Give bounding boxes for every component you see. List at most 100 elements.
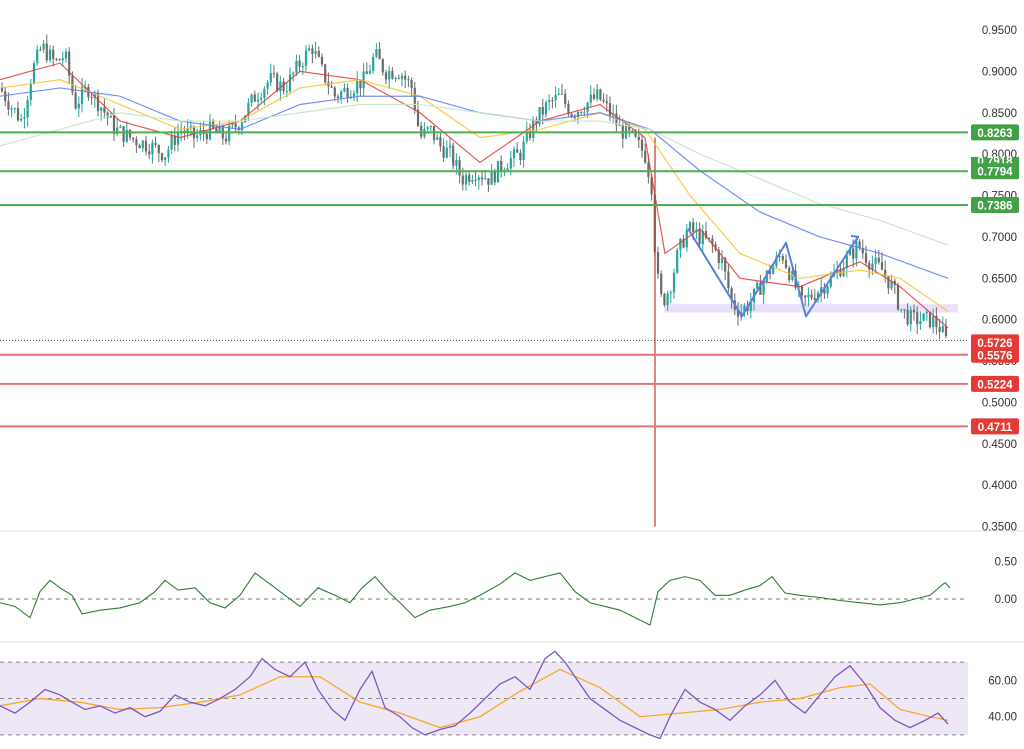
- level-badge-0-5576[interactable]: 0.5576: [971, 346, 1019, 363]
- candle-body: [103, 107, 106, 113]
- level-badge-0-5224-text: 0.5224: [977, 379, 1013, 391]
- candle-body: [820, 287, 823, 293]
- candle-body: [941, 326, 944, 332]
- candle-body: [141, 140, 144, 149]
- candle: [128, 129, 132, 141]
- candle-body: [720, 257, 724, 264]
- candle: [362, 62, 365, 96]
- candle: [516, 142, 519, 153]
- candle-body: [343, 88, 346, 92]
- candle: [557, 87, 560, 96]
- candle: [500, 155, 503, 178]
- candle: [896, 282, 900, 311]
- candle-body: [829, 276, 832, 287]
- candle: [570, 112, 573, 119]
- candle: [308, 44, 311, 52]
- candle: [928, 311, 932, 329]
- ema_mid-line: [0, 79, 949, 312]
- candle-body: [215, 127, 218, 133]
- candle-body: [112, 115, 116, 134]
- candle: [580, 111, 583, 115]
- candle-body: [784, 260, 788, 268]
- candle: [368, 64, 372, 75]
- partial-badge-bg: [971, 156, 1019, 166]
- candle: [621, 118, 624, 149]
- candle: [432, 125, 436, 145]
- candle: [352, 90, 356, 101]
- price-tick-label: 0.5000: [982, 397, 1017, 409]
- candle: [116, 118, 119, 137]
- candle: [317, 46, 320, 58]
- candle: [192, 125, 196, 148]
- candle: [39, 46, 42, 52]
- candle: [826, 285, 829, 299]
- candle-body: [775, 256, 778, 266]
- candle: [96, 89, 100, 117]
- candle-body: [487, 178, 490, 185]
- candle-body: [605, 101, 608, 104]
- candle: [103, 98, 106, 119]
- level-badge-0-5576-bg: [971, 346, 1019, 363]
- candle-body: [567, 103, 570, 115]
- candle-body: [128, 129, 132, 138]
- level-badge-0-4711[interactable]: 0.4711: [971, 418, 1019, 435]
- ema_fast-line: [0, 62, 949, 329]
- candle-body: [868, 262, 871, 270]
- candle: [304, 45, 308, 72]
- candle: [784, 254, 788, 270]
- candle-body: [173, 135, 176, 145]
- candle: [276, 71, 279, 93]
- candle-body: [292, 72, 295, 75]
- candle: [52, 45, 55, 67]
- candle-body: [823, 287, 826, 294]
- candle-body: [125, 129, 128, 142]
- candle: [423, 121, 426, 139]
- candle-body: [880, 262, 884, 270]
- candle-body: [186, 128, 189, 134]
- candle: [320, 53, 324, 67]
- candle-body: [781, 255, 784, 261]
- candle-body: [676, 249, 679, 273]
- candle: [247, 98, 250, 122]
- candle-body: [861, 248, 864, 254]
- candle-body: [743, 305, 746, 313]
- candle-body: [519, 152, 522, 161]
- candle-body: [58, 59, 61, 61]
- candle-body: [701, 231, 704, 244]
- level-badge-0-7794[interactable]: 0.7794: [971, 163, 1019, 180]
- candle: [384, 69, 388, 85]
- level-badge-0-8263[interactable]: 0.8263: [971, 124, 1019, 141]
- candle: [749, 293, 752, 319]
- candle-body: [736, 309, 740, 317]
- candle-body: [263, 88, 266, 98]
- candle: [868, 260, 871, 279]
- candle-body: [855, 241, 858, 259]
- candle-body: [269, 73, 272, 83]
- candle-body: [144, 140, 148, 152]
- candle-body: [356, 80, 359, 94]
- candle: [375, 43, 378, 59]
- candle-body: [410, 79, 413, 89]
- candle-body: [608, 103, 612, 116]
- candle-body: [458, 160, 461, 176]
- candle-body: [711, 238, 714, 245]
- candle-body: [576, 111, 580, 118]
- price-tick-label: 0.6000: [982, 315, 1017, 327]
- candle: [36, 45, 39, 66]
- level-badge-0-5224[interactable]: 0.5224: [971, 375, 1019, 392]
- candle: [487, 178, 490, 193]
- candle-body: [388, 70, 391, 80]
- candle-body: [301, 66, 304, 68]
- candle-body: [551, 99, 554, 101]
- candle: [781, 253, 784, 264]
- candle: [90, 93, 93, 105]
- candle-body: [698, 229, 701, 244]
- candle-body: [522, 141, 525, 161]
- candle: [112, 108, 116, 141]
- current-price-badge[interactable]: 0.5726: [971, 334, 1019, 351]
- level-badge-0-7386[interactable]: 0.7386: [971, 196, 1019, 213]
- candle: [823, 282, 826, 299]
- candle: [330, 81, 333, 89]
